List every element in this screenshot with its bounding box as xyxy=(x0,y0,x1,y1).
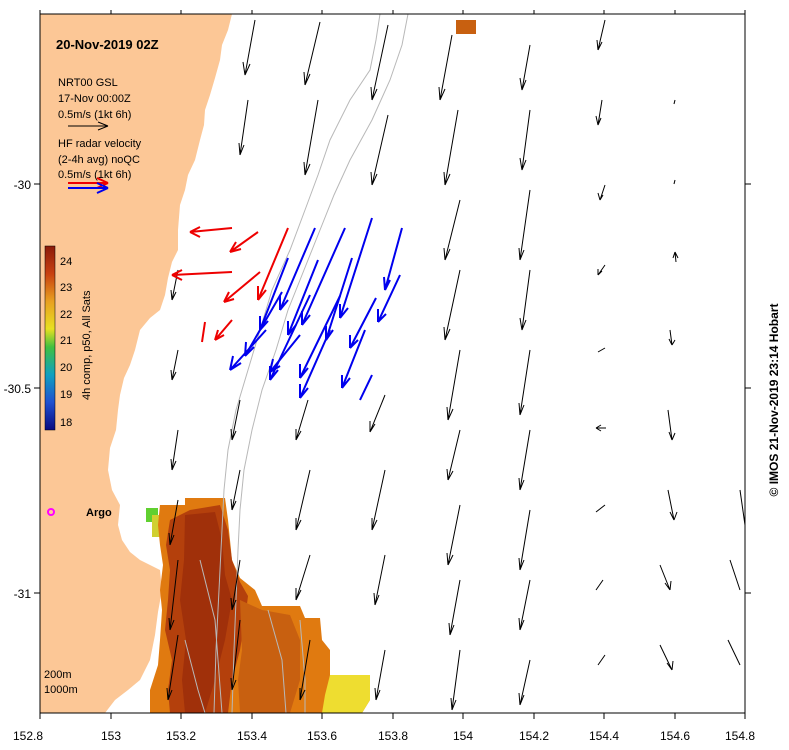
x-tick-label: 152.8 xyxy=(13,729,43,743)
colorbar-tick: 23 xyxy=(60,282,72,294)
radar-arrows-offshore xyxy=(229,217,403,401)
x-tick-label: 153.4 xyxy=(237,729,267,743)
x-tick-label: 153 xyxy=(101,729,121,743)
radar-legend-line2: (2-4h avg) noQC xyxy=(58,154,140,166)
model-scale: 0.5m/s (1kt 6h) xyxy=(58,109,131,121)
model-time: 17-Nov 00:00Z xyxy=(58,93,131,105)
y-tick-label: -31 xyxy=(14,587,32,601)
x-tick-label: 153.6 xyxy=(307,729,337,743)
sst-patch xyxy=(146,20,476,713)
model-current-arrows xyxy=(166,19,745,711)
depth-1000-label: 1000m xyxy=(44,684,78,696)
y-axis-labels: -30 -30.5 -31 xyxy=(4,178,32,601)
radar-scale: 0.5m/s (1kt 6h) xyxy=(58,169,131,181)
colorbar-tick: 21 xyxy=(60,335,72,347)
colorbar-label: 4h comp, p50, All Sats xyxy=(81,290,93,400)
credit-text: © IMOS 21-Nov-2019 23:14 Hobart xyxy=(767,304,781,497)
model-scale-arrow xyxy=(68,121,109,131)
x-tick-label: 154.2 xyxy=(519,729,549,743)
argo-label: Argo xyxy=(86,507,112,519)
depth-200-label: 200m xyxy=(44,669,72,681)
radar-legend-line1: HF radar velocity xyxy=(58,138,142,150)
radar-arrows-nearshore xyxy=(171,226,289,343)
radar-scale-arrow-blue xyxy=(68,182,109,194)
x-axis-labels: 152.8 153 153.2 153.4 153.6 153.8 154 15… xyxy=(13,729,755,743)
axis-tick-marks xyxy=(34,10,751,719)
x-tick-label: 154.6 xyxy=(660,729,690,743)
colorbar-tick: 24 xyxy=(60,256,72,268)
x-tick-label: 153.8 xyxy=(378,729,408,743)
y-tick-label: -30 xyxy=(14,178,32,192)
colorbar-tick: 22 xyxy=(60,309,72,321)
x-tick-label: 153.2 xyxy=(166,729,196,743)
argo-marker xyxy=(47,508,55,516)
x-tick-label: 154.4 xyxy=(589,729,619,743)
model-name: NRT00 GSL xyxy=(58,77,118,89)
colorbar-tick: 19 xyxy=(60,389,72,401)
colorbar-tick: 20 xyxy=(60,362,72,374)
colorbar-ticks: 24 23 22 21 20 19 18 xyxy=(60,256,72,429)
colorbar-tick: 18 xyxy=(60,417,72,429)
x-tick-label: 154 xyxy=(453,729,473,743)
colorbar xyxy=(44,245,56,431)
x-tick-label: 154.8 xyxy=(725,729,755,743)
map-title: 20-Nov-2019 02Z xyxy=(56,37,159,52)
y-tick-label: -30.5 xyxy=(4,382,32,396)
